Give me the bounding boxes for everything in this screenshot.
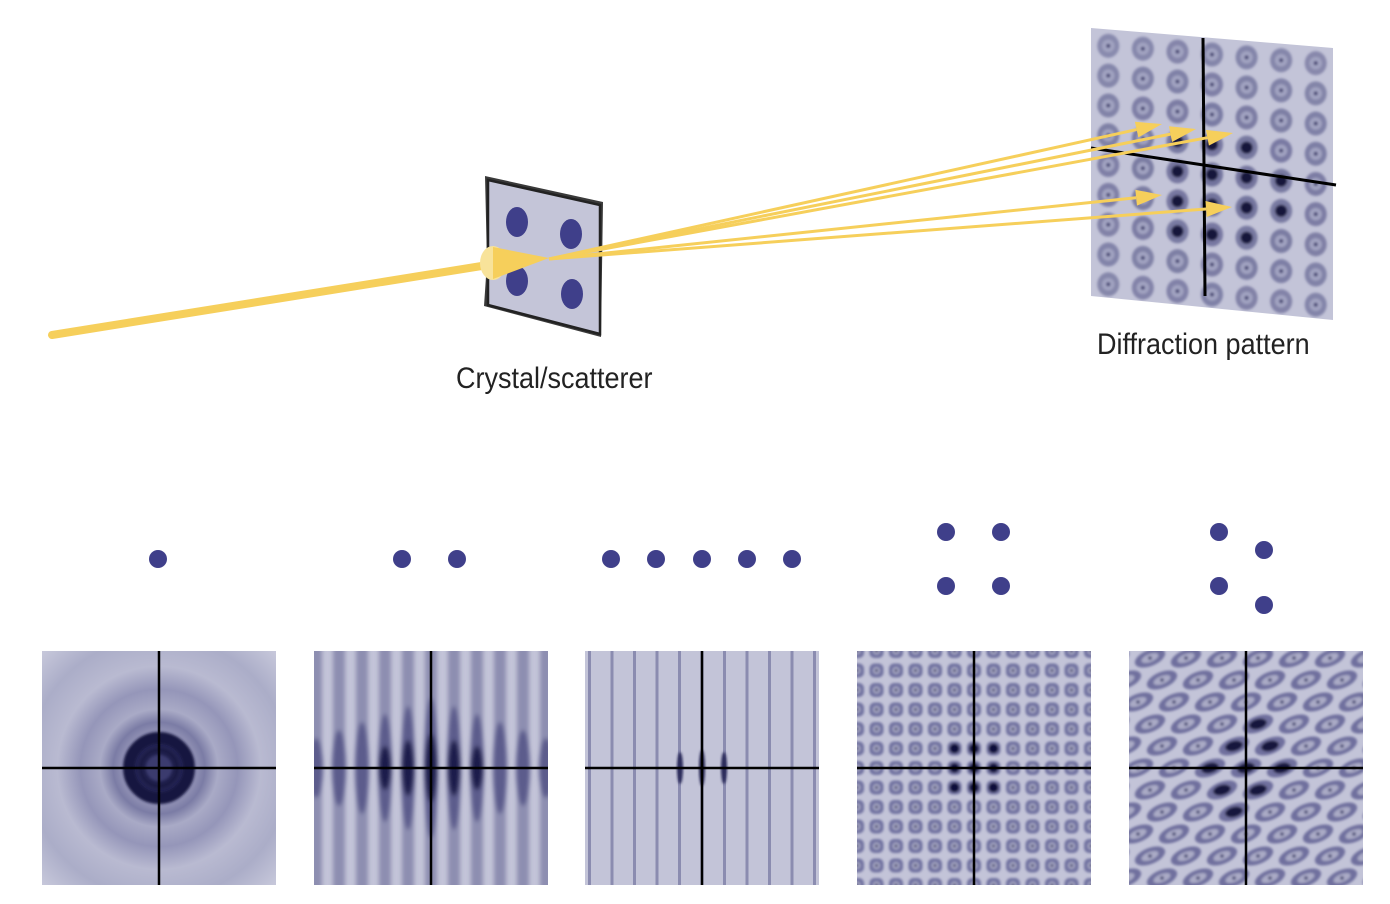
ray-arrowhead [1205, 129, 1233, 146]
incident-beam [48, 260, 498, 339]
atom-two-atoms [393, 550, 411, 568]
atom-oblique-lattice [1255, 541, 1273, 559]
ray-arrowhead [1135, 189, 1162, 206]
diffraction-patterns [42, 651, 1363, 885]
atom-five-atom-row [647, 550, 665, 568]
diffraction-screen [1090, 28, 1337, 320]
ray-arrowhead [1205, 200, 1232, 217]
atom-oblique-lattice [1210, 577, 1228, 595]
pattern-single-atom [42, 651, 276, 885]
atom-five-atom-row [693, 550, 711, 568]
diffracted-rays [548, 121, 1233, 261]
scatterer-atom [560, 219, 582, 249]
atom-five-atom-row [602, 550, 620, 568]
atom-oblique-lattice [1210, 523, 1228, 541]
diffracted-ray [548, 136, 1208, 261]
crystal-scatterer [480, 176, 603, 337]
atom-square-lattice [937, 523, 955, 541]
scatterer-atom [561, 279, 583, 309]
diffracted-ray [548, 207, 1207, 261]
diffracted-ray [548, 196, 1137, 261]
atom-arrangements [149, 523, 1273, 614]
diffraction-pattern-label: Diffraction pattern [1097, 328, 1310, 361]
scatterer-atom [506, 207, 528, 237]
atom-two-atoms [448, 550, 466, 568]
crystal-scatterer-label: Crystal/scatterer [456, 362, 653, 395]
atom-single-atom [149, 550, 167, 568]
atom-square-lattice [937, 577, 955, 595]
atom-five-atom-row [738, 550, 756, 568]
atom-square-lattice [992, 523, 1010, 541]
diffracted-ray [548, 128, 1137, 261]
atom-square-lattice [992, 577, 1010, 595]
diffracted-ray [548, 132, 1171, 261]
atom-five-atom-row [783, 550, 801, 568]
pattern-two-atoms [314, 651, 548, 885]
atom-oblique-lattice [1255, 596, 1273, 614]
ray-arrowhead [1168, 126, 1196, 142]
scatterer-atom [506, 266, 528, 296]
pattern-oblique-lattice [1129, 651, 1363, 885]
pattern-square-lattice [857, 651, 1091, 885]
ray-arrowhead [1134, 121, 1162, 138]
pattern-five-atom-row [585, 651, 819, 885]
